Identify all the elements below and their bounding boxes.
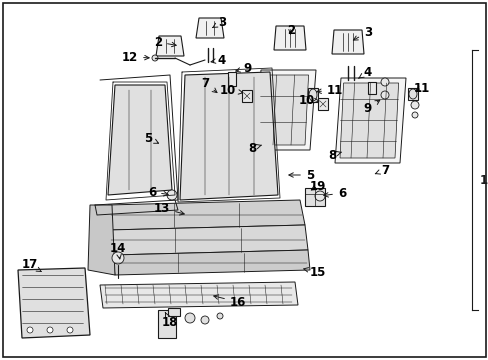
- Polygon shape: [88, 205, 115, 275]
- Polygon shape: [112, 250, 309, 275]
- Polygon shape: [108, 85, 172, 195]
- Circle shape: [410, 101, 418, 109]
- Bar: [242, 90, 251, 102]
- Bar: [227, 72, 236, 86]
- Text: 5: 5: [288, 168, 313, 181]
- Polygon shape: [18, 268, 90, 338]
- Circle shape: [47, 327, 53, 333]
- Polygon shape: [108, 225, 307, 255]
- Text: 7: 7: [201, 77, 217, 93]
- Bar: [158, 310, 176, 338]
- Text: 6: 6: [147, 185, 168, 198]
- Polygon shape: [156, 36, 183, 56]
- Circle shape: [380, 91, 388, 99]
- Text: 2: 2: [154, 36, 176, 49]
- Text: 3: 3: [212, 15, 225, 28]
- Polygon shape: [100, 282, 297, 308]
- Circle shape: [67, 327, 73, 333]
- Text: 6: 6: [323, 186, 346, 199]
- Polygon shape: [339, 83, 398, 158]
- Text: 10: 10: [298, 94, 318, 107]
- Polygon shape: [260, 75, 308, 145]
- Polygon shape: [334, 78, 405, 163]
- Text: 1: 1: [479, 174, 487, 186]
- Text: 11: 11: [316, 84, 343, 96]
- Polygon shape: [254, 70, 315, 150]
- Text: 8: 8: [247, 141, 261, 154]
- Bar: [317, 98, 327, 110]
- Text: 15: 15: [303, 266, 325, 279]
- Circle shape: [27, 327, 33, 333]
- Text: 3: 3: [353, 26, 371, 40]
- Text: 2: 2: [286, 23, 294, 36]
- Polygon shape: [108, 200, 305, 230]
- Bar: [307, 88, 317, 102]
- Bar: [367, 82, 375, 94]
- Text: 16: 16: [213, 295, 245, 309]
- Circle shape: [380, 78, 388, 86]
- Text: 4: 4: [211, 54, 225, 67]
- Polygon shape: [273, 26, 305, 50]
- Circle shape: [167, 190, 177, 200]
- Circle shape: [411, 112, 417, 118]
- Text: 10: 10: [220, 84, 243, 96]
- Circle shape: [201, 316, 208, 324]
- Circle shape: [314, 191, 325, 201]
- Ellipse shape: [408, 89, 416, 99]
- Ellipse shape: [308, 89, 316, 101]
- Text: 14: 14: [110, 242, 126, 259]
- Text: 4: 4: [358, 66, 371, 78]
- Text: 9: 9: [363, 100, 379, 114]
- Text: 12: 12: [122, 50, 149, 63]
- Circle shape: [112, 252, 124, 264]
- Bar: [168, 308, 180, 316]
- Circle shape: [184, 313, 195, 323]
- Text: 7: 7: [375, 163, 388, 176]
- Text: 5: 5: [143, 131, 158, 144]
- Polygon shape: [196, 18, 224, 38]
- Circle shape: [217, 313, 223, 319]
- Text: 11: 11: [413, 81, 429, 95]
- Bar: [407, 88, 417, 100]
- Text: 9: 9: [235, 62, 252, 75]
- Polygon shape: [331, 30, 363, 54]
- Text: 17: 17: [22, 258, 41, 271]
- Text: 8: 8: [327, 149, 341, 162]
- Bar: [305, 188, 325, 206]
- Text: 19: 19: [309, 180, 325, 193]
- Polygon shape: [180, 72, 278, 200]
- Text: 18: 18: [162, 312, 178, 328]
- Circle shape: [152, 55, 158, 61]
- Text: 13: 13: [154, 202, 184, 215]
